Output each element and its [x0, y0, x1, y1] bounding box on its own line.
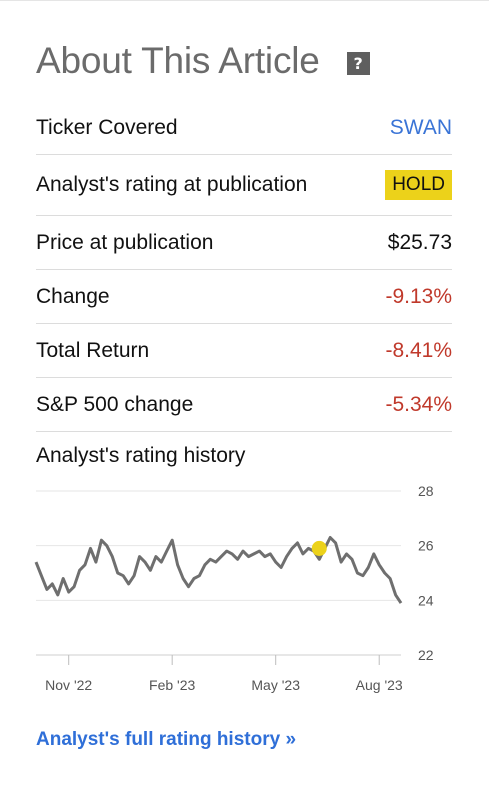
y-tick-label: 26 [418, 538, 434, 554]
row-rating: Analyst's rating at publication HOLD [36, 155, 452, 216]
change-value: -9.13% [385, 284, 452, 308]
total-return-value: -8.41% [385, 338, 452, 362]
y-tick-label: 28 [418, 483, 434, 499]
x-tick-label: Aug '23 [356, 677, 403, 693]
row-ticker: Ticker Covered SWAN [36, 101, 452, 155]
x-tick-label: Nov '22 [45, 677, 92, 693]
rating-label: Analyst's rating at publication [36, 173, 308, 196]
row-sp500: S&P 500 change -5.34% [36, 378, 452, 432]
price-value: $25.73 [387, 230, 452, 254]
page-title: About This Article [36, 40, 320, 81]
rating-history-heading: Analyst's rating history [36, 444, 246, 467]
header: About This Article ? [36, 39, 370, 83]
total-return-label: Total Return [36, 338, 150, 362]
row-total-return: Total Return -8.41% [36, 324, 452, 378]
x-tick-label: Feb '23 [149, 677, 195, 693]
sp500-value: -5.34% [385, 392, 452, 416]
price-line [34, 536, 403, 604]
price-label: Price at publication [36, 230, 214, 254]
row-price: Price at publication $25.73 [36, 216, 452, 270]
y-tick-label: 22 [418, 647, 434, 663]
help-icon[interactable]: ? [346, 51, 370, 75]
full-rating-history-link[interactable]: Analyst's full rating history » [36, 729, 297, 750]
article-info-table: Ticker Covered SWAN Analyst's rating at … [36, 101, 452, 432]
rating-marker [311, 540, 327, 556]
chart-svg: 28 26 24 22 Nov '22 Feb '23 May '23 Aug '23 [34, 483, 434, 693]
row-change: Change -9.13% [36, 270, 452, 324]
x-tick-label: May '23 [251, 677, 300, 693]
ticker-label: Ticker Covered [36, 115, 178, 139]
rating-badge: HOLD [385, 170, 452, 200]
change-label: Change [36, 284, 110, 308]
sp500-label: S&P 500 change [36, 392, 194, 416]
y-tick-label: 24 [418, 592, 434, 608]
rating-history-chart: 28 26 24 22 Nov '22 Feb '23 May '23 Aug '23 [0, 471, 489, 711]
ticker-link[interactable]: SWAN [389, 115, 452, 139]
